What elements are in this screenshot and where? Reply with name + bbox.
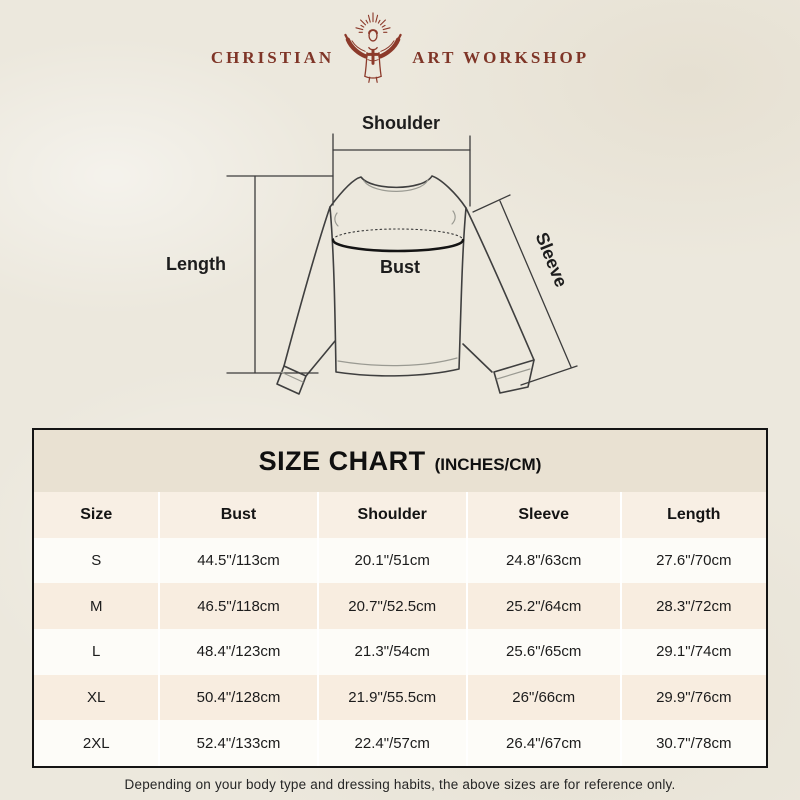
- column-header-bust: Bust: [158, 492, 316, 538]
- bust-label: Bust: [380, 257, 420, 277]
- sweater-measurement-diagram: Shoulder Length Bust Sleeve: [166, 113, 578, 395]
- left-cuff: [276, 365, 307, 395]
- sleeve-label: Sleeve: [532, 230, 572, 290]
- bust-ellipse-dotted: [332, 228, 464, 241]
- length-value: 30.7"/78cm: [619, 720, 766, 767]
- hem-ribbing-line: [337, 357, 458, 367]
- size-chart-title-text: SIZE CHART: [258, 445, 426, 476]
- table-row-2xl: 2XL 52.4"/133cm 22.4"/57cm 26.4"/67cm 30…: [34, 720, 766, 767]
- jesus-rays-icon: [344, 12, 402, 83]
- size-chart-table: SIZE CHART (INCHES/CM) Size Bust Shoulde…: [32, 428, 768, 768]
- sleeve-measure-ticks: [472, 194, 578, 386]
- logo-rays: [355, 12, 391, 33]
- left-cuff-band: [280, 371, 304, 383]
- left-sleeve-outer: [283, 206, 331, 367]
- table-row-l: L 48.4"/123cm 21.3"/54cm 25.6"/65cm 29.1…: [34, 629, 766, 675]
- bust-ellipse-solid: [331, 238, 465, 253]
- table-row-xl: XL 50.4"/128cm 21.9"/55.5cm 26"/66cm 29.…: [34, 674, 766, 721]
- logo-cross-icon: [366, 48, 380, 65]
- sweater-body-outline: [329, 175, 467, 377]
- column-header-sleeve: Sleeve: [465, 492, 620, 538]
- right-sleeve-inner: [462, 343, 493, 373]
- column-header-shoulder: Shoulder: [316, 492, 466, 538]
- shoulder-value: 21.3"/54cm: [316, 629, 466, 675]
- reference-note: Depending on your body type and dressing…: [124, 776, 676, 792]
- shoulder-label: Shoulder: [362, 113, 440, 133]
- sleeve-value: 25.2"/64cm: [465, 583, 620, 630]
- right-sleeve-outer: [465, 207, 535, 361]
- column-header-size: Size: [80, 505, 113, 523]
- sleeve-value: 26.4"/67cm: [465, 720, 620, 767]
- brand-name-left: CHRISTIAN: [210, 48, 335, 67]
- right-cuff-band: [496, 368, 531, 380]
- length-value: 27.6"/70cm: [619, 537, 766, 584]
- size-value: S: [91, 552, 102, 569]
- sleeve-value: 25.6"/65cm: [465, 629, 620, 675]
- sleeve-measure-line: [499, 200, 572, 368]
- bust-value: 46.5"/118cm: [158, 583, 316, 630]
- length-label: Length: [166, 254, 226, 274]
- column-header-length: Length: [619, 492, 766, 538]
- bust-value: 48.4"/123cm: [158, 629, 316, 675]
- right-cuff: [493, 359, 535, 394]
- measurement-lines: [226, 133, 578, 386]
- shoulder-measure-ticks: [332, 133, 471, 207]
- size-value: L: [92, 643, 101, 661]
- sleeve-value: 26"/66cm: [465, 674, 620, 721]
- table-row-m: M 46.5"/118cm 20.7"/52.5cm 25.2"/64cm 28…: [34, 583, 766, 630]
- table-row-s: S 44.5"/113cm 20.1"/51cm 24.8"/63cm 27.6…: [34, 537, 766, 584]
- brand-name-right: ART WORKSHOP: [412, 48, 590, 67]
- left-sleeve-inner: [305, 340, 336, 377]
- armpit-seam-marks: [334, 210, 456, 227]
- shoulder-value: 22.4"/57cm: [316, 720, 466, 767]
- table-header-row: Size Bust Shoulder Sleeve Length: [34, 492, 766, 538]
- sweater-sketch: [276, 175, 535, 395]
- bust-value: 50.4"/128cm: [158, 674, 316, 721]
- shoulder-value: 20.7"/52.5cm: [316, 583, 466, 630]
- brand-header: CHRISTIAN ART WORKSHOP: [0, 10, 800, 88]
- length-measure-ticks: [226, 175, 334, 374]
- length-value: 28.3"/72cm: [619, 583, 766, 630]
- bust-value: 52.4"/133cm: [158, 720, 316, 767]
- sleeve-value: 24.8"/63cm: [465, 537, 620, 584]
- shoulder-value: 21.9"/55.5cm: [316, 674, 466, 721]
- size-chart-title: SIZE CHART (INCHES/CM): [34, 430, 766, 492]
- size-value: M: [89, 597, 103, 615]
- collar-inner-line: [363, 179, 429, 192]
- size-chart-units: (INCHES/CM): [434, 454, 542, 474]
- bust-value: 44.5"/113cm: [158, 537, 316, 584]
- shoulder-value: 20.1"/51cm: [316, 537, 466, 584]
- length-value: 29.9"/76cm: [619, 674, 766, 721]
- size-value: 2XL: [82, 734, 110, 752]
- length-value: 29.1"/74cm: [619, 629, 766, 675]
- size-value: XL: [87, 689, 106, 707]
